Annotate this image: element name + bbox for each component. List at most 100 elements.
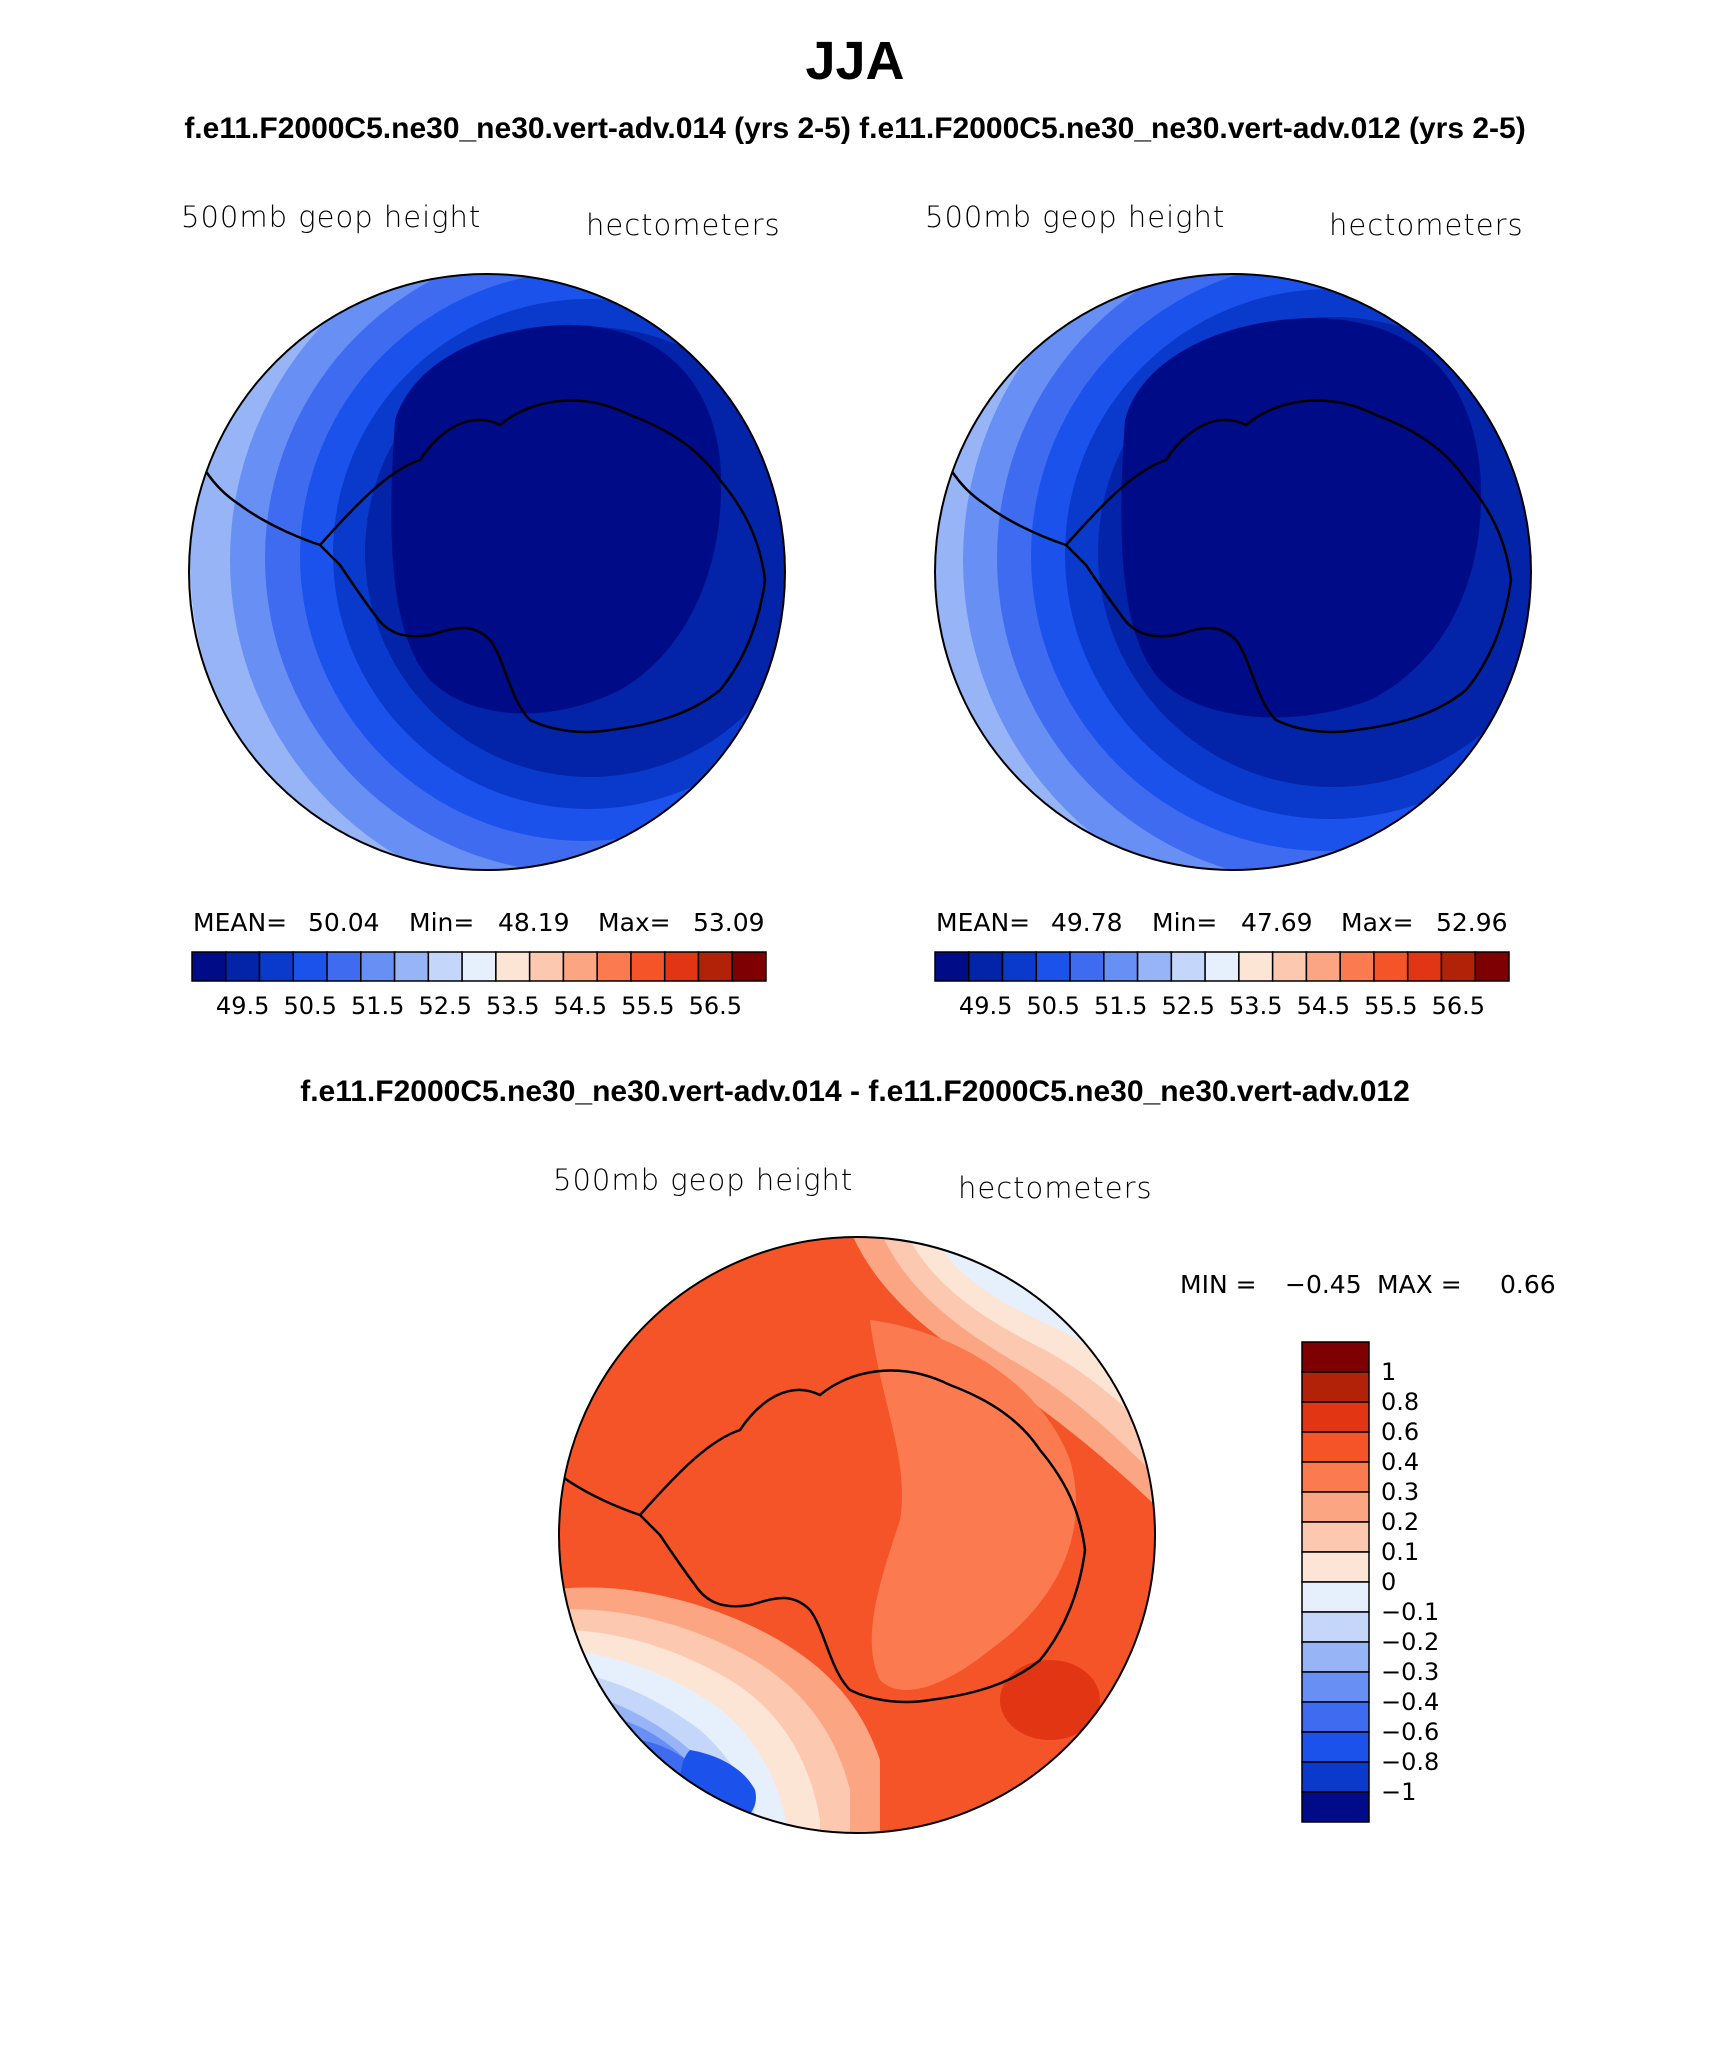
colorbar-tick: 53.5 xyxy=(486,992,540,1020)
colorbar-swatch xyxy=(495,951,531,982)
colorbar-tick: 0.4 xyxy=(1381,1448,1420,1476)
colorbar-tick: 54.5 xyxy=(1296,992,1350,1020)
colorbar-swatch xyxy=(191,951,227,982)
colorbar-swatch xyxy=(1170,951,1206,982)
panel2-variable-label: 500mb geop height xyxy=(925,200,1226,234)
panel1-max-value: 53.09 xyxy=(693,908,765,937)
panel1-units-label: hectometers xyxy=(586,208,781,242)
colorbar-swatch xyxy=(1301,1731,1370,1763)
colorbar-swatch xyxy=(1238,951,1274,982)
colorbar-swatch xyxy=(1301,1671,1370,1703)
panel2-mean-label: MEAN= xyxy=(936,908,1031,937)
panel1-map xyxy=(188,273,786,871)
colorbar-swatch xyxy=(1069,951,1105,982)
panel2-mean-value: 49.78 xyxy=(1051,908,1123,937)
colorbar-swatch xyxy=(1474,951,1510,982)
colorbar-swatch xyxy=(562,951,598,982)
colorbar-tick: 0.2 xyxy=(1381,1508,1420,1536)
difference-map xyxy=(558,1236,1156,1834)
colorbar-swatch xyxy=(1339,951,1375,982)
colorbar-tick: 54.5 xyxy=(553,992,607,1020)
colorbar-tick: 55.5 xyxy=(621,992,675,1020)
colorbar-tick: −0.6 xyxy=(1381,1718,1440,1746)
panel2-map xyxy=(934,273,1532,871)
panel1-variable-label: 500mb geop height xyxy=(181,200,482,234)
case-subtitle: f.e11.F2000C5.ne30_ne30.vert-adv.014 (yr… xyxy=(184,112,1526,145)
panel1-mean-value: 50.04 xyxy=(308,908,380,937)
colorbar-tick: 51.5 xyxy=(350,992,405,1020)
colorbar-swatch xyxy=(1301,1521,1370,1553)
panel1-colorbar xyxy=(191,951,767,982)
colorbar-swatch xyxy=(1301,1431,1370,1463)
colorbar-swatch xyxy=(663,951,700,982)
colorbar-tick: 0.1 xyxy=(1381,1538,1420,1566)
colorbar-swatch xyxy=(1301,1581,1370,1613)
diff-colorbar xyxy=(1301,1341,1370,1823)
colorbar-swatch xyxy=(1406,951,1443,982)
colorbar-swatch xyxy=(1301,1341,1370,1373)
panel2-max-value: 52.96 xyxy=(1436,908,1508,937)
panel2-units-label: hectometers xyxy=(1329,208,1524,242)
panel1-min-label: Min= xyxy=(409,908,475,937)
colorbar-swatch xyxy=(1301,1551,1370,1583)
colorbar-swatch xyxy=(1373,951,1409,982)
colorbar-tick: 0.3 xyxy=(1381,1478,1420,1506)
colorbar-swatch xyxy=(360,951,396,982)
colorbar-tick: −0.1 xyxy=(1381,1598,1440,1626)
panel2-min-label: Min= xyxy=(1152,908,1218,937)
colorbar-swatch xyxy=(393,951,430,982)
colorbar-swatch xyxy=(1440,951,1476,982)
colorbar-tick: −0.8 xyxy=(1381,1748,1440,1776)
colorbar-swatch xyxy=(1001,951,1038,982)
colorbar-tick: 56.5 xyxy=(1431,992,1486,1020)
colorbar-swatch xyxy=(596,951,632,982)
panel1-max-label: Max= xyxy=(598,908,671,937)
diff-min-value: −0.45 xyxy=(1285,1270,1362,1299)
colorbar-swatch xyxy=(1301,1641,1370,1673)
colorbar-tick: −0.4 xyxy=(1381,1688,1440,1716)
colorbar-tick: −0.3 xyxy=(1381,1658,1440,1686)
colorbar-swatch xyxy=(326,951,362,982)
colorbar-swatch xyxy=(461,951,497,982)
colorbar-swatch xyxy=(1301,1611,1370,1643)
colorbar-swatch xyxy=(1103,951,1139,982)
panel2-colorbar xyxy=(934,951,1510,982)
diff-min-label: MIN = xyxy=(1180,1270,1257,1299)
colorbar-swatch xyxy=(292,951,328,982)
colorbar-tick: 49.5 xyxy=(958,992,1013,1020)
diff-units-label: hectometers xyxy=(958,1171,1153,1205)
colorbar-tick: 0.8 xyxy=(1381,1388,1420,1416)
colorbar-swatch xyxy=(1136,951,1173,982)
colorbar-tick: 52.5 xyxy=(1161,992,1215,1020)
colorbar-tick: 0 xyxy=(1381,1568,1397,1596)
colorbar-swatch xyxy=(528,951,565,982)
colorbar-swatch xyxy=(1301,1761,1370,1793)
colorbar-swatch xyxy=(1035,951,1071,982)
colorbar-tick: −1 xyxy=(1381,1778,1417,1806)
colorbar-swatch xyxy=(1301,1401,1370,1433)
colorbar-tick: 1 xyxy=(1381,1358,1397,1386)
colorbar-swatch xyxy=(697,951,733,982)
colorbar-tick: 52.5 xyxy=(418,992,472,1020)
panel1-min-value: 48.19 xyxy=(498,908,570,937)
colorbar-tick: 56.5 xyxy=(688,992,743,1020)
diff-max-label: MAX = xyxy=(1377,1270,1462,1299)
colorbar-swatch xyxy=(1271,951,1308,982)
colorbar-swatch xyxy=(1204,951,1240,982)
colorbar-tick: 49.5 xyxy=(215,992,270,1020)
colorbar-swatch xyxy=(934,951,970,982)
colorbar-swatch xyxy=(1301,1701,1370,1733)
colorbar-tick: 50.5 xyxy=(283,992,337,1020)
colorbar-swatch xyxy=(968,951,1004,982)
colorbar-swatch xyxy=(1301,1371,1370,1403)
colorbar-swatch xyxy=(1301,1791,1370,1823)
diff-variable-label: 500mb geop height xyxy=(553,1163,854,1197)
panel2-max-label: Max= xyxy=(1341,908,1414,937)
colorbar-swatch xyxy=(1301,1491,1370,1523)
colorbar-tick: 51.5 xyxy=(1093,992,1148,1020)
colorbar-swatch xyxy=(258,951,295,982)
colorbar-tick: 55.5 xyxy=(1364,992,1418,1020)
colorbar-swatch xyxy=(427,951,463,982)
colorbar-swatch xyxy=(225,951,261,982)
